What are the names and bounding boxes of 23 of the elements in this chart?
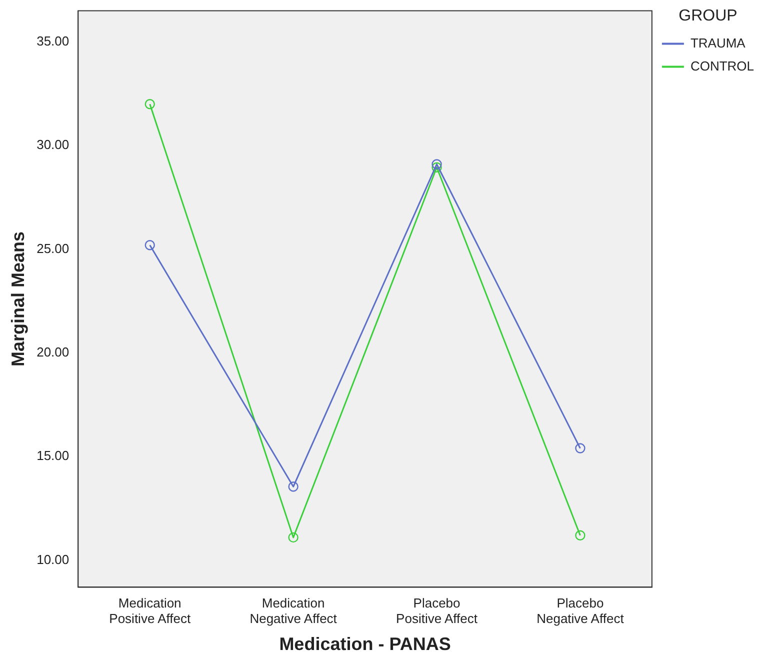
legend-title: GROUP	[678, 7, 738, 24]
y-tick-label: 10.00	[36, 552, 70, 567]
y-tick-label: 15.00	[36, 448, 70, 464]
point	[575, 443, 586, 454]
point	[144, 99, 155, 110]
x-tick-label: Medication Positive Affect	[109, 596, 191, 626]
point	[432, 162, 442, 172]
x-tick-label: Placebo Negative Affect	[536, 596, 624, 626]
x-tick-label: Placebo Positive Affect	[396, 596, 478, 626]
y-tick-label: 35.00	[36, 33, 70, 48]
point	[575, 530, 586, 540]
y-tick-label: 20.00	[36, 344, 70, 360]
point	[432, 159, 442, 170]
point	[288, 532, 298, 543]
legend-label: TRAUMA	[690, 35, 746, 50]
y-tick-label: 30.00	[36, 137, 70, 152]
point	[144, 240, 155, 250]
point	[288, 482, 298, 492]
y-axis-title: Marginal Means	[8, 231, 28, 367]
x-tick-label: Medication Negative Affect	[250, 596, 338, 626]
y-tick-label: 25.00	[36, 240, 70, 256]
x-axis-title: Medication - PANAS	[279, 634, 451, 654]
legend-label: CONTROL	[690, 58, 754, 74]
